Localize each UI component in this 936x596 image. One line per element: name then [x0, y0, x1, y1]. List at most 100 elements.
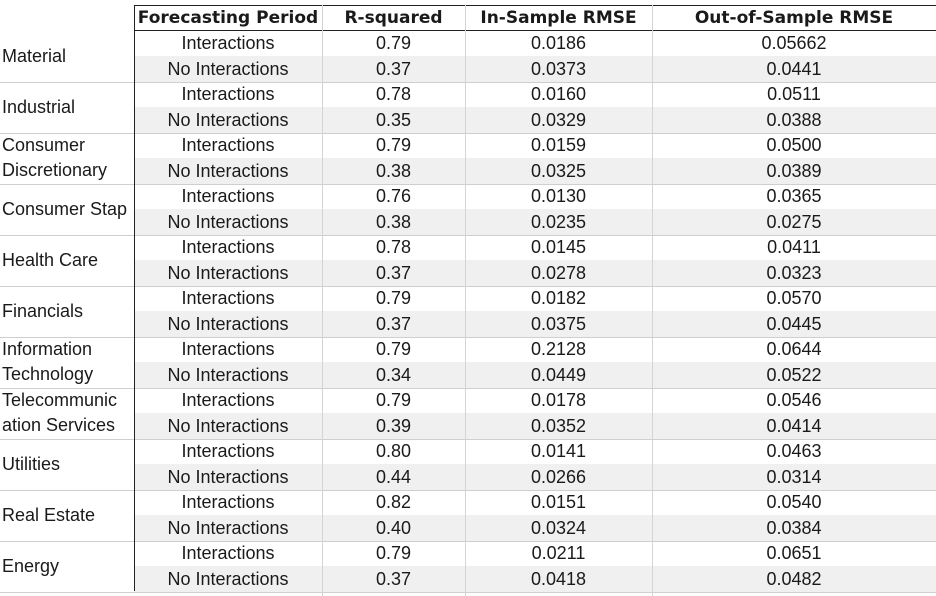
out-of-sample-rmse-cell[interactable]: 0.0644 — [766, 339, 822, 359]
out-of-sample-rmse-cell[interactable]: 0.0500 — [766, 135, 822, 155]
forecasting-period-cell[interactable]: No Interactions — [167, 262, 289, 283]
in-sample-rmse-cell[interactable]: 0.0145 — [530, 237, 587, 257]
in-sample-rmse-cell[interactable]: 0.0325 — [530, 160, 587, 181]
r-squared-cell[interactable]: 0.80 — [375, 441, 412, 461]
forecasting-period-cell[interactable]: No Interactions — [167, 58, 289, 79]
forecasting-period-cell[interactable]: No Interactions — [167, 211, 289, 232]
forecasting-period-cell[interactable]: Interactions — [181, 237, 275, 257]
out-of-sample-rmse-cell[interactable]: 0.0445 — [766, 313, 822, 334]
r-squared-cell[interactable]: 0.82 — [375, 492, 412, 512]
in-sample-rmse-cell[interactable]: 0.0182 — [530, 288, 587, 308]
out-of-sample-rmse-cell[interactable]: 0.0511 — [767, 84, 821, 104]
in-sample-rmse-cell[interactable]: 0.0352 — [530, 415, 587, 436]
r-squared-cell[interactable]: 0.38 — [375, 211, 412, 232]
forecasting-period-cell[interactable]: No Interactions — [167, 568, 289, 589]
sector-label[interactable]: Telecommunic ation Services — [2, 388, 134, 439]
sector-label[interactable]: Material — [2, 31, 134, 82]
forecasting-period-cell[interactable]: Interactions — [181, 390, 275, 410]
sector-label[interactable]: Industrial — [2, 82, 134, 133]
forecasting-period-cell[interactable]: Interactions — [181, 288, 275, 308]
in-sample-rmse-cell[interactable]: 0.0235 — [530, 211, 587, 232]
header-r-squared[interactable]: R-squared — [344, 8, 443, 28]
header-out-of-sample-rmse[interactable]: Out-of-Sample RMSE — [694, 8, 894, 28]
forecasting-period-cell[interactable]: No Interactions — [167, 313, 289, 334]
out-of-sample-rmse-cell[interactable]: 0.0570 — [766, 288, 822, 308]
r-squared-cell[interactable]: 0.79 — [375, 135, 412, 155]
r-squared-cell[interactable]: 0.37 — [375, 313, 412, 334]
sector-label[interactable]: Consumer Discretionary — [2, 133, 134, 184]
r-squared-cell[interactable]: 0.37 — [375, 568, 412, 589]
out-of-sample-rmse-cell[interactable]: 0.0388 — [766, 109, 822, 130]
r-squared-cell[interactable]: 0.44 — [375, 466, 412, 487]
r-squared-cell[interactable]: 0.37 — [375, 58, 412, 79]
sector-label[interactable]: Real Estate — [2, 490, 134, 541]
out-of-sample-rmse-cell[interactable]: 0.0365 — [766, 186, 822, 206]
in-sample-rmse-cell[interactable]: 0.0211 — [531, 543, 586, 563]
in-sample-rmse-cell[interactable]: 0.0141 — [530, 441, 587, 461]
in-sample-rmse-cell[interactable]: 0.0186 — [530, 33, 587, 53]
in-sample-rmse-cell[interactable]: 0.0278 — [530, 262, 587, 283]
in-sample-rmse-cell[interactable]: 0.0159 — [530, 135, 587, 155]
sector-label[interactable]: Energy — [2, 541, 134, 592]
in-sample-rmse-cell[interactable]: 0.0449 — [530, 364, 587, 385]
forecasting-period-cell[interactable]: No Interactions — [167, 364, 289, 385]
out-of-sample-rmse-cell[interactable]: 0.0323 — [766, 262, 822, 283]
out-of-sample-rmse-cell[interactable]: 0.05662 — [761, 33, 827, 53]
out-of-sample-rmse-cell[interactable]: 0.0546 — [766, 390, 822, 410]
r-squared-cell[interactable]: 0.34 — [375, 364, 412, 385]
forecasting-period-cell[interactable]: No Interactions — [167, 160, 289, 181]
sector-label[interactable]: Health Care — [2, 235, 134, 286]
forecasting-period-cell[interactable]: No Interactions — [167, 109, 289, 130]
sector-label[interactable]: Financials — [2, 286, 134, 337]
forecasting-period-cell[interactable]: Interactions — [181, 135, 275, 155]
out-of-sample-rmse-cell[interactable]: 0.0651 — [766, 543, 822, 563]
in-sample-rmse-cell[interactable]: 0.0160 — [530, 84, 587, 104]
in-sample-rmse-cell[interactable]: 0.0151 — [530, 492, 587, 512]
in-sample-rmse-cell[interactable]: 0.0418 — [530, 568, 587, 589]
out-of-sample-rmse-cell[interactable]: 0.0463 — [766, 441, 822, 461]
r-squared-cell[interactable]: 0.76 — [375, 186, 412, 206]
forecasting-period-cell[interactable]: No Interactions — [167, 466, 289, 487]
header-forecasting-period[interactable]: Forecasting Period — [137, 8, 319, 28]
out-of-sample-rmse-cell[interactable]: 0.0441 — [766, 58, 822, 79]
r-squared-cell[interactable]: 0.79 — [375, 288, 412, 308]
r-squared-cell[interactable]: 0.79 — [375, 390, 412, 410]
r-squared-cell[interactable]: 0.79 — [375, 543, 412, 563]
forecasting-period-cell[interactable]: Interactions — [181, 339, 275, 359]
out-of-sample-rmse-cell[interactable]: 0.0314 — [766, 466, 822, 487]
forecasting-period-cell[interactable]: Interactions — [181, 543, 275, 563]
r-squared-cell[interactable]: 0.40 — [375, 517, 412, 538]
r-squared-cell[interactable]: 0.79 — [375, 33, 412, 53]
sector-label[interactable]: Utilities — [2, 439, 134, 490]
in-sample-rmse-cell[interactable]: 0.0375 — [530, 313, 587, 334]
r-squared-cell[interactable]: 0.38 — [375, 160, 412, 181]
r-squared-cell[interactable]: 0.78 — [375, 237, 412, 257]
in-sample-rmse-cell[interactable]: 0.0329 — [530, 109, 587, 130]
out-of-sample-rmse-cell[interactable]: 0.0540 — [766, 492, 822, 512]
out-of-sample-rmse-cell[interactable]: 0.0384 — [766, 517, 822, 538]
out-of-sample-rmse-cell[interactable]: 0.0275 — [766, 211, 822, 232]
forecasting-period-cell[interactable]: Interactions — [181, 441, 275, 461]
forecasting-period-cell[interactable]: No Interactions — [167, 517, 289, 538]
in-sample-rmse-cell[interactable]: 0.0266 — [530, 466, 587, 487]
out-of-sample-rmse-cell[interactable]: 0.0414 — [766, 415, 822, 436]
r-squared-cell[interactable]: 0.39 — [375, 415, 412, 436]
in-sample-rmse-cell[interactable]: 0.0178 — [530, 390, 587, 410]
sector-label[interactable]: Information Technology — [2, 337, 134, 388]
r-squared-cell[interactable]: 0.35 — [375, 109, 412, 130]
out-of-sample-rmse-cell[interactable]: 0.0389 — [766, 160, 822, 181]
r-squared-cell[interactable]: 0.78 — [375, 84, 412, 104]
in-sample-rmse-cell[interactable]: 0.0130 — [530, 186, 587, 206]
in-sample-rmse-cell[interactable]: 0.2128 — [530, 339, 587, 359]
out-of-sample-rmse-cell[interactable]: 0.0411 — [767, 237, 821, 257]
out-of-sample-rmse-cell[interactable]: 0.0482 — [766, 568, 822, 589]
in-sample-rmse-cell[interactable]: 0.0324 — [530, 517, 587, 538]
forecasting-period-cell[interactable]: Interactions — [181, 33, 275, 53]
forecasting-period-cell[interactable]: Interactions — [181, 186, 275, 206]
out-of-sample-rmse-cell[interactable]: 0.0522 — [766, 364, 822, 385]
r-squared-cell[interactable]: 0.79 — [375, 339, 412, 359]
forecasting-period-cell[interactable]: Interactions — [181, 84, 275, 104]
r-squared-cell[interactable]: 0.37 — [375, 262, 412, 283]
forecasting-period-cell[interactable]: Interactions — [181, 492, 275, 512]
sector-label[interactable]: Consumer Stap — [2, 184, 134, 235]
